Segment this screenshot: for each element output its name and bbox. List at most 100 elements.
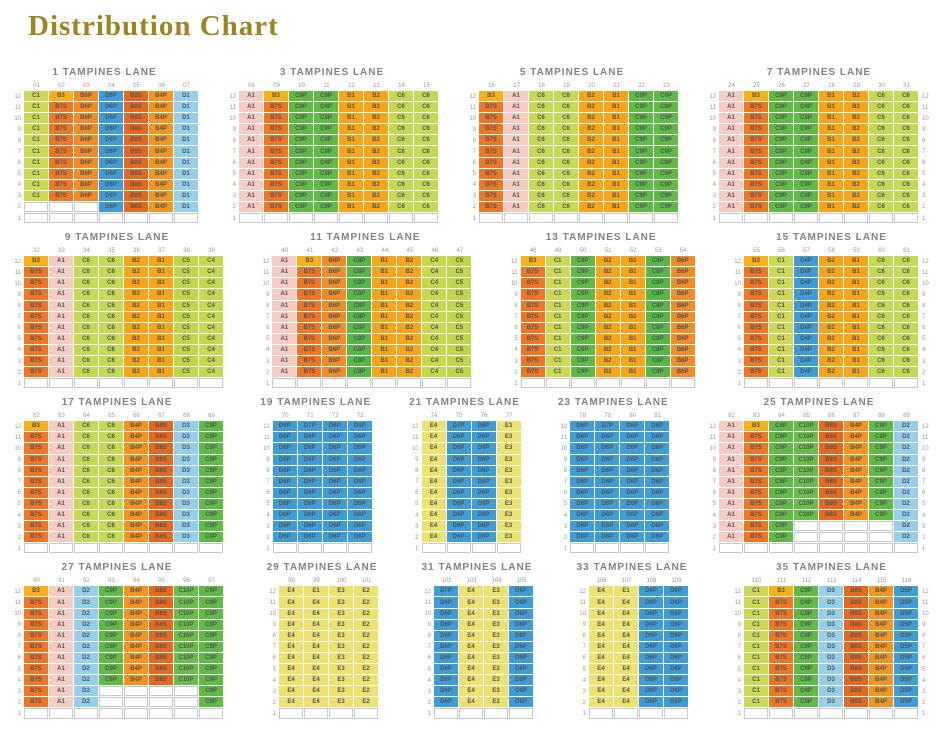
unit-cell[interactable]: E4 [279, 641, 304, 653]
unit-cell[interactable]: B3 [24, 256, 49, 268]
unit-cell[interactable]: B2 [397, 300, 423, 312]
unit-cell[interactable]: E2 [354, 619, 379, 631]
unit-cell[interactable]: A1 [49, 532, 74, 544]
unit-cell[interactable]: C6 [554, 157, 579, 169]
unit-cell[interactable]: C4 [199, 333, 224, 345]
unit-cell[interactable]: B6P [74, 179, 99, 191]
unit-cell[interactable]: E3 [484, 608, 509, 620]
unit-cell[interactable]: C6 [74, 289, 99, 301]
unit-cell[interactable]: C4 [422, 300, 448, 312]
unit-cell[interactable]: C6 [414, 179, 439, 191]
unit-cell[interactable]: B6P [670, 333, 696, 345]
unit-cell[interactable]: B6P [74, 135, 99, 147]
unit-cell[interactable]: C8P [645, 256, 671, 268]
unit-cell[interactable]: D6P [595, 498, 621, 510]
unit-cell[interactable]: B1 [604, 91, 629, 103]
unit-cell[interactable]: B8S [844, 586, 869, 598]
unit-cell[interactable]: C9P [199, 664, 224, 676]
unit-cell[interactable]: C6 [74, 300, 99, 312]
unit-cell[interactable]: E4 [304, 608, 329, 620]
unit-cell[interactable]: E4 [589, 608, 614, 620]
unit-cell[interactable]: E3 [496, 487, 522, 499]
unit-cell[interactable]: C6 [554, 179, 579, 191]
unit-cell[interactable]: D6P [664, 664, 689, 676]
unit-cell[interactable]: A1 [504, 190, 529, 202]
unit-cell[interactable]: B2 [579, 190, 604, 202]
unit-cell[interactable]: B1 [620, 344, 646, 356]
unit-cell[interactable]: A1 [272, 289, 298, 301]
unit-cell[interactable]: B7S [743, 322, 769, 334]
unit-cell[interactable]: B2 [595, 256, 621, 268]
unit-cell[interactable]: D6P [639, 697, 664, 709]
unit-cell[interactable]: A1 [719, 421, 744, 433]
unit-cell[interactable]: C6 [74, 367, 99, 379]
unit-cell[interactable]: E2 [354, 641, 379, 653]
unit-cell[interactable]: C8P [347, 300, 373, 312]
unit-cell[interactable]: C8P [347, 344, 373, 356]
unit-cell[interactable]: B2 [364, 146, 389, 158]
unit-cell[interactable]: B6P [670, 322, 696, 334]
unit-cell[interactable]: A1 [49, 586, 74, 598]
unit-cell[interactable]: B7S [24, 333, 49, 345]
unit-cell[interactable]: C6 [74, 421, 99, 433]
unit-cell[interactable]: B1 [372, 344, 398, 356]
unit-cell[interactable]: D6P [322, 510, 348, 522]
unit-cell[interactable]: D6P [272, 465, 298, 477]
unit-cell[interactable]: D6P [99, 179, 124, 191]
unit-cell[interactable]: C9P [654, 179, 679, 191]
unit-cell[interactable]: C9P [794, 686, 819, 698]
unit-cell[interactable]: D6P [570, 443, 596, 455]
unit-cell[interactable]: D6P [434, 619, 459, 631]
unit-cell[interactable]: C9P [99, 608, 124, 620]
unit-cell[interactable]: B8S [149, 454, 174, 466]
unit-cell[interactable]: C1 [24, 190, 49, 202]
unit-cell[interactable]: D6P [99, 102, 124, 114]
unit-cell[interactable]: C6 [389, 179, 414, 191]
unit-cell[interactable]: C10P [174, 630, 199, 642]
unit-cell[interactable]: B7S [297, 344, 323, 356]
unit-cell[interactable]: D2 [74, 652, 99, 665]
unit-cell[interactable]: C10P [794, 487, 819, 499]
unit-cell[interactable]: B7S [479, 168, 504, 180]
unit-cell[interactable]: B4P [124, 432, 149, 444]
unit-cell[interactable]: E4 [614, 697, 639, 709]
unit-cell[interactable]: D6P [272, 521, 298, 533]
unit-cell[interactable]: B2 [844, 102, 869, 114]
unit-cell[interactable]: A1 [49, 608, 74, 620]
unit-cell[interactable]: B4P [844, 421, 869, 433]
unit-cell[interactable]: C5 [447, 300, 473, 312]
unit-cell[interactable]: D6P [570, 465, 596, 477]
unit-cell[interactable]: E3 [484, 630, 509, 642]
unit-cell[interactable]: C9P [570, 311, 596, 323]
unit-cell[interactable]: C6 [529, 102, 554, 114]
unit-cell[interactable]: D6P [471, 432, 497, 444]
unit-cell[interactable]: C10P [174, 664, 199, 676]
unit-cell[interactable]: B8S [844, 652, 869, 665]
unit-cell[interactable]: E3 [329, 675, 354, 687]
unit-cell[interactable]: E4 [589, 697, 614, 709]
unit-cell[interactable]: C1 [24, 157, 49, 169]
unit-cell[interactable]: B1 [843, 256, 869, 268]
unit-cell[interactable]: E4 [459, 652, 484, 665]
unit-cell[interactable]: B4P [124, 532, 149, 544]
unit-cell[interactable]: E2 [354, 630, 379, 642]
unit-cell[interactable]: C10P [174, 597, 199, 609]
unit-cell[interactable]: D6P [434, 697, 459, 709]
unit-cell[interactable]: A1 [49, 443, 74, 455]
unit-cell[interactable]: C9P [654, 124, 679, 136]
unit-cell[interactable]: C1 [24, 102, 49, 114]
unit-cell[interactable]: D6P [664, 630, 689, 642]
unit-cell[interactable]: D6P [570, 498, 596, 510]
unit-cell[interactable]: D3 [819, 630, 844, 642]
unit-cell[interactable]: D5P [894, 641, 919, 653]
unit-cell[interactable]: D6P [99, 168, 124, 180]
unit-cell[interactable]: C9P [570, 267, 596, 279]
unit-cell[interactable]: C9P [794, 135, 819, 147]
unit-cell[interactable]: D3 [174, 443, 199, 455]
unit-cell[interactable]: B4P [869, 619, 894, 631]
unit-cell[interactable]: E4 [421, 476, 447, 488]
unit-cell[interactable]: E4 [421, 421, 447, 433]
unit-cell[interactable]: E3 [484, 652, 509, 665]
unit-cell[interactable]: C5 [174, 355, 199, 368]
unit-cell[interactable]: C9P [289, 124, 314, 136]
